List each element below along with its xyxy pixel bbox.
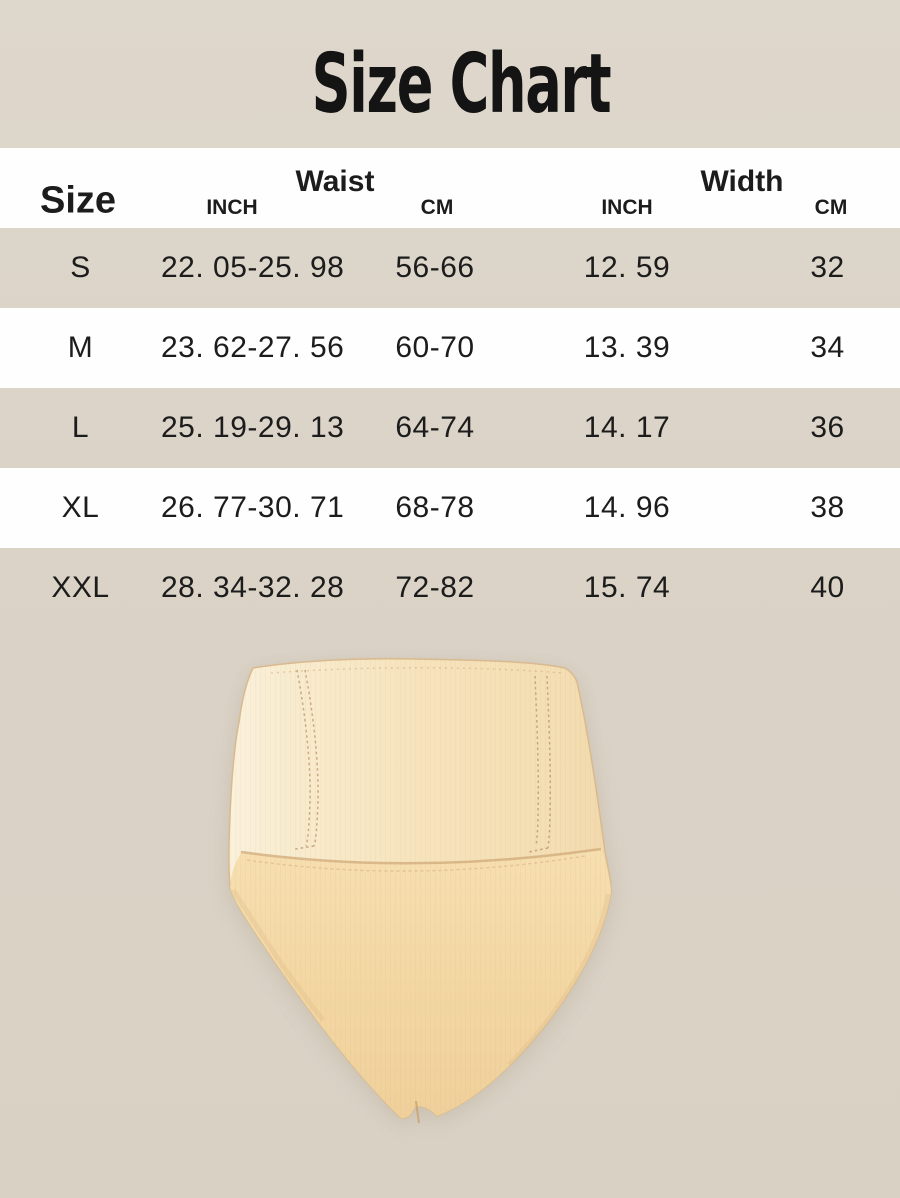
left-edge-shading [230, 888, 325, 1022]
cell-waist-cm: 60-70 [395, 331, 475, 364]
seam-stitching [246, 855, 586, 872]
column-header-width-inch: INCH [601, 196, 653, 219]
cell-waist-inch: 28. 34-32. 28 [161, 571, 345, 604]
cell-width-inch: 13. 39 [583, 331, 671, 364]
size-table-body: S 22. 05-25. 98 56-66 12. 59 32 M 23. 62… [0, 228, 900, 628]
table-row-l: L 25. 19-29. 13 64-74 14. 17 36 [0, 388, 900, 468]
cell-width-inch: 15. 74 [583, 571, 671, 604]
cell-waist-cm: 72-82 [395, 571, 475, 604]
table-row-xl: XL 26. 77-30. 71 68-78 14. 96 38 [0, 468, 900, 548]
waistband-seam [240, 847, 602, 865]
cell-width-cm: 32 [810, 251, 845, 284]
cell-size: S [70, 251, 91, 284]
cell-waist-inch: 22. 05-25. 98 [161, 251, 345, 284]
cell-width-cm: 34 [810, 331, 845, 364]
left-stitch-channel [294, 669, 319, 850]
column-group-width: Width [700, 165, 784, 198]
cell-waist-cm: 56-66 [395, 251, 475, 284]
column-header-waist-inch: INCH [206, 196, 258, 219]
right-edge-shading [507, 893, 611, 1067]
cell-width-inch: 14. 17 [583, 411, 671, 444]
cell-size: L [71, 411, 90, 444]
cell-width-inch: 14. 96 [583, 491, 671, 524]
top-hem-stitching [270, 667, 564, 674]
cell-width-cm: 40 [810, 571, 845, 604]
table-row-s: S 22. 05-25. 98 56-66 12. 59 32 [0, 228, 900, 308]
table-row-m: M 23. 62-27. 56 60-70 13. 39 34 [0, 308, 900, 388]
cell-waist-cm: 64-74 [395, 411, 475, 444]
column-header-width-cm: CM [814, 196, 848, 219]
cell-width-cm: 36 [810, 411, 845, 444]
table-header-row: Size Waist Width INCH CM INCH CM [0, 148, 900, 228]
cell-waist-inch: 23. 62-27. 56 [161, 331, 345, 364]
cell-waist-inch: 25. 19-29. 13 [161, 411, 345, 444]
column-group-waist: Waist [295, 165, 375, 198]
cell-size: XL [61, 491, 100, 524]
cell-waist-inch: 26. 77-30. 71 [161, 491, 345, 524]
column-header-size: Size [39, 179, 117, 222]
cell-width-inch: 12. 59 [583, 251, 671, 284]
cell-size: XXL [51, 571, 110, 604]
cell-size: M [67, 331, 94, 364]
product-image-shapewear-thong [228, 658, 612, 1124]
bottom-cleft [415, 1100, 420, 1124]
garment-silhouette [228, 658, 612, 1124]
cell-width-cm: 38 [810, 491, 845, 524]
right-stitch-channel [528, 675, 552, 853]
cell-waist-cm: 68-78 [395, 491, 475, 524]
page-title: Size Chart [311, 37, 612, 132]
fabric-texture [229, 658, 611, 1119]
column-header-waist-cm: CM [420, 196, 454, 219]
table-row-xxl: XXL 28. 34-32. 28 72-82 15. 74 40 [0, 548, 900, 628]
